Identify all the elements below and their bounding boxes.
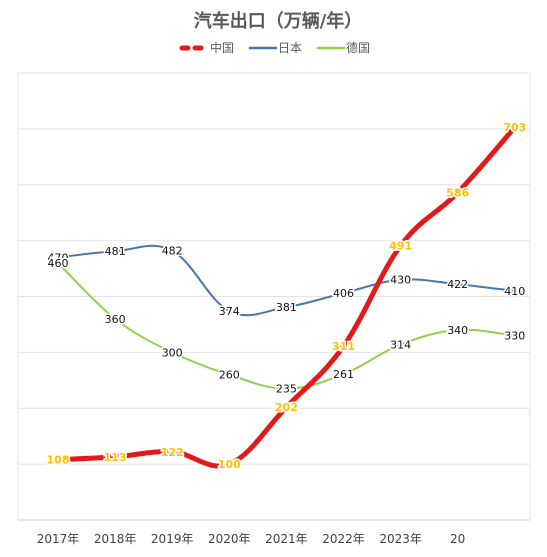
data-label-s2-p9: 410 — [504, 285, 525, 298]
data-label-s1-p9: 703 — [503, 121, 526, 134]
data-label-s3-p8: 340 — [447, 324, 468, 337]
data-label-s1-p8: 586 — [446, 187, 469, 200]
series-line-1 — [55, 124, 518, 469]
x-tick-label-2: 2018年 — [94, 532, 137, 546]
data-label-s1-p5: 202 — [275, 401, 298, 414]
legend-label-3: 德国 — [346, 40, 370, 55]
x-tick-label-5: 2021年 — [265, 532, 308, 546]
data-label-s2-p3: 482 — [162, 245, 183, 258]
data-label-s3-p3: 300 — [162, 346, 183, 359]
data-label-s1-p2: 113 — [104, 451, 127, 464]
data-label-s3-p5: 235 — [276, 383, 297, 396]
series-line-2 — [57, 244, 516, 317]
data-label-s3-p9: 330 — [504, 330, 525, 343]
data-label-s2-p2: 481 — [105, 245, 126, 258]
x-axis-tick-labels: 2017年 2018年 2019年 2020年 2021年 2022年 2023年 20 — [37, 532, 466, 546]
series-line-3 — [57, 262, 516, 390]
data-label-s2-p6: 406 — [333, 287, 354, 300]
legend-label-1: 中国 — [210, 40, 234, 55]
data-label-s2-p4: 374 — [219, 305, 240, 318]
x-tick-label-4: 2020年 — [208, 532, 251, 546]
data-label-s1-p6: 311 — [332, 340, 355, 353]
series-lines — [55, 124, 518, 469]
data-label-s3-p1: 460 — [48, 257, 69, 270]
x-tick-label-1: 2017年 — [37, 532, 80, 546]
x-tick-label-8: 20 — [450, 532, 465, 546]
x-tick-label-3: 2019年 — [151, 532, 194, 546]
data-label-s3-p7: 314 — [390, 339, 411, 352]
data-label-s2-p5: 381 — [276, 301, 297, 314]
legend-label-2: 日本 — [278, 41, 302, 55]
data-label-s1-p1: 108 — [47, 454, 70, 467]
data-label-s2-p7: 430 — [390, 274, 411, 287]
x-tick-label-6: 2022年 — [322, 532, 365, 546]
chart-title: 汽车出口（万辆/年） — [194, 10, 363, 32]
data-label-s2-p8: 422 — [447, 278, 468, 291]
data-label-s2-p1: 470 — [48, 251, 69, 264]
data-label-s3-p4: 260 — [219, 369, 240, 382]
data-labels: 108 113 122 100 202 311 491 586 703 470 481 482 374 3… — [45, 120, 528, 473]
data-label-s1-p3: 122 — [161, 446, 184, 459]
gridlines — [17, 72, 531, 521]
data-label-s1-p4: 100 — [218, 458, 241, 471]
data-label-s1-p7: 491 — [389, 240, 412, 253]
data-label-s3-p2: 360 — [105, 313, 126, 326]
x-tick-label-7: 2023年 — [379, 532, 422, 546]
data-label-s3-p6: 261 — [333, 368, 354, 381]
legend: 中国 日本 德国 — [179, 40, 370, 55]
